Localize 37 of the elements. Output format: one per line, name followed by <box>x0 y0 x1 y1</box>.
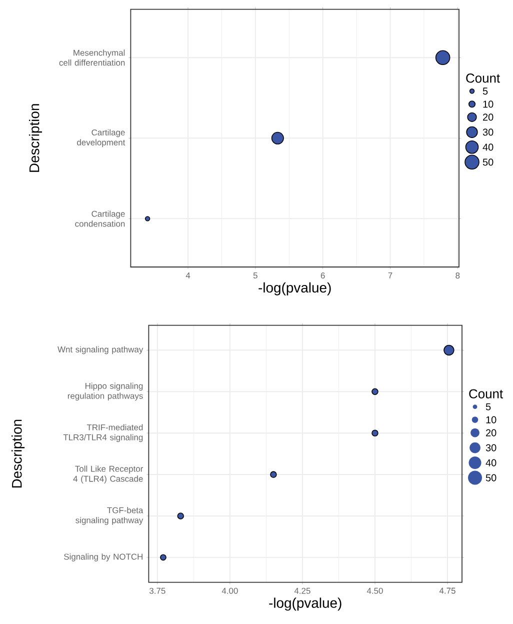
x-tick-label: 4 <box>186 272 190 278</box>
legend-label: 5 <box>482 88 488 95</box>
x-tick-label: 3.75 <box>149 588 166 594</box>
y-tick-label: TGF-beta signaling pathway <box>76 507 144 525</box>
y-tick-label: Cartilage development <box>77 129 126 148</box>
x-tick-label: 8 <box>456 272 460 279</box>
legend-label: 40 <box>486 459 496 466</box>
y-tick-label: Hippo signaling regulation pathways <box>68 382 143 401</box>
x-tick-label: 4.50 <box>366 588 383 594</box>
y-tick-label: Signaling by NOTCH <box>64 553 142 562</box>
legend-title: Count <box>466 74 500 83</box>
y-axis-title: Description <box>28 104 42 172</box>
legend-label: 30 <box>482 128 494 136</box>
legend-label: 10 <box>486 416 496 424</box>
x-tick-label: 6 <box>320 272 325 279</box>
x-tick-label: 5 <box>253 272 258 278</box>
legend-label: 50 <box>482 158 494 166</box>
x-tick-label: 4.75 <box>439 588 456 594</box>
y-tick-label: Mesenchymal cell differentiation <box>59 50 125 66</box>
legend-label: 30 <box>486 444 496 452</box>
legend-label: 20 <box>486 429 496 436</box>
y-tick-label: TRIF-mediated TLR3/TLR4 signaling <box>63 424 143 442</box>
legend-title: Count <box>469 389 503 398</box>
legend-label: 20 <box>483 114 494 121</box>
y-axis-title: Description <box>12 420 25 488</box>
y-tick-label: Cartilage condensation <box>75 210 125 227</box>
x-axis-title: -log(pvalue) <box>258 282 331 296</box>
x-tick-label: 4.00 <box>222 588 238 594</box>
y-tick-label: Toll Like Receptor 4 (TLR4) Cascade <box>73 466 144 484</box>
x-axis-title: -log(pvalue) <box>269 598 342 611</box>
legend-label: 50 <box>486 474 496 482</box>
x-tick-label: 4.25 <box>294 588 310 594</box>
legend-label: 10 <box>483 100 494 108</box>
legend-label: 40 <box>482 144 494 151</box>
x-tick-label: 7 <box>388 272 392 278</box>
y-tick-label: Wnt signaling pathway <box>58 346 144 354</box>
legend-label: 5 <box>486 403 491 410</box>
